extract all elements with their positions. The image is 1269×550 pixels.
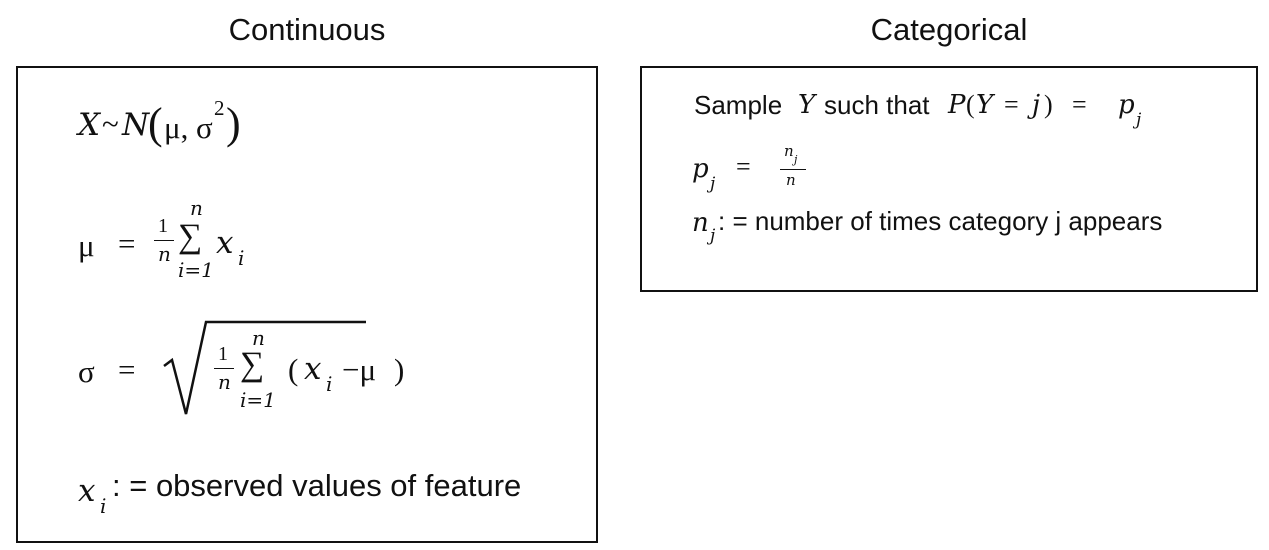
fraction-numerator: 1 [158,215,168,237]
continuous-panel: X ~ N ( μ, σ 2 ) μ = 1 n n ∑ i=1 x i σ =… [16,66,598,543]
such-that-label: such that [824,90,930,120]
mean-formula: μ = 1 n n ∑ i=1 x i [78,196,245,282]
probability-formula: p j = n j n [692,142,892,202]
categorical-panel: Sample Y such that P ( Y = j ) = p j p j… [640,66,1258,292]
sum-lower-limit: i=1 [178,258,214,282]
sum-upper-limit: n [190,196,203,220]
sampling-formula: Sample Y such that P ( Y = j ) = p j [694,90,1142,130]
categorical-panel-title: Categorical [870,12,1028,47]
fraction-denominator: n [158,242,171,266]
std-dev-formula: σ = 1 n n ∑ i=1 ( x i −μ ) [78,318,418,428]
categorical-definition: n j : = number of times category j appea… [692,206,1163,246]
sample-label: Sample [694,90,783,120]
categorical-definition-text: : = number of times category j appears [718,206,1163,236]
square-root-symbol [163,320,366,415]
normal-distribution-formula: X ~ N ( μ, σ 2 ) [78,96,241,148]
continuous-definition: x i : = observed values of feature [78,468,522,518]
continuous-panel-title: Continuous [228,12,386,47]
continuous-definition-text: : = observed values of feature [112,468,522,503]
